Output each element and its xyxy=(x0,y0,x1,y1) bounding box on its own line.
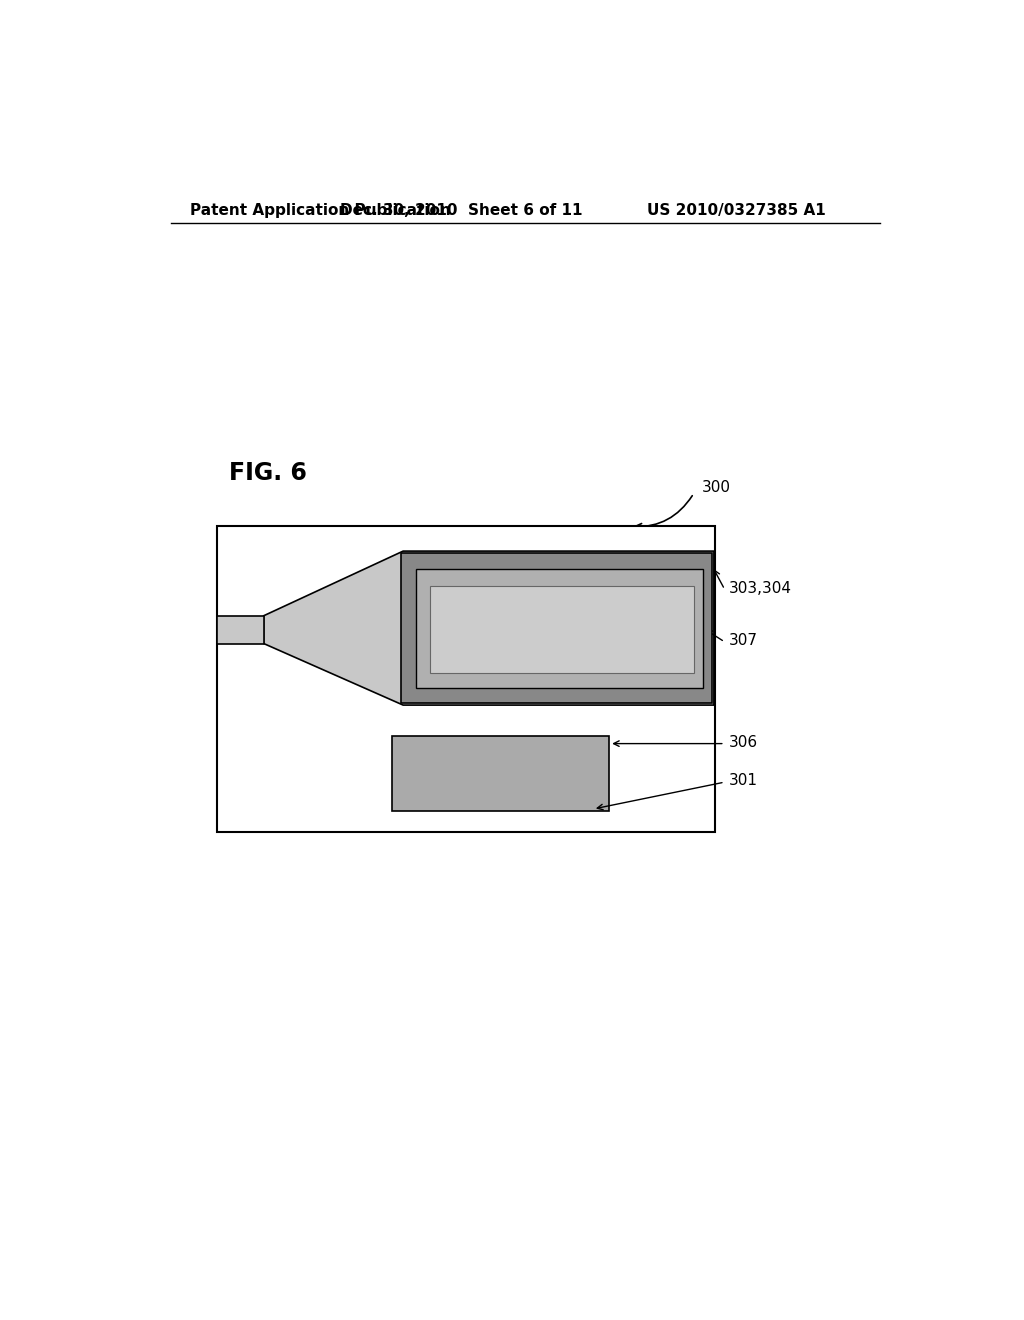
Bar xyxy=(430,586,693,673)
Text: Dec. 30, 2010  Sheet 6 of 11: Dec. 30, 2010 Sheet 6 of 11 xyxy=(340,203,583,218)
Bar xyxy=(217,527,716,832)
Bar xyxy=(400,553,713,702)
Bar xyxy=(391,737,608,812)
Polygon shape xyxy=(217,615,263,644)
Bar xyxy=(417,569,703,688)
Text: 301: 301 xyxy=(729,774,758,788)
Polygon shape xyxy=(263,552,714,705)
Text: Patent Application Publication: Patent Application Publication xyxy=(190,203,451,218)
Text: FIG. 6: FIG. 6 xyxy=(228,461,306,484)
Text: 300: 300 xyxy=(701,480,730,495)
Bar xyxy=(400,553,713,702)
Text: 306: 306 xyxy=(729,734,758,750)
FancyArrowPatch shape xyxy=(635,496,692,531)
Text: US 2010/0327385 A1: US 2010/0327385 A1 xyxy=(647,203,825,218)
Bar xyxy=(430,586,693,673)
Bar xyxy=(417,569,703,688)
Text: 303,304: 303,304 xyxy=(729,581,792,595)
Text: 307: 307 xyxy=(729,632,758,648)
